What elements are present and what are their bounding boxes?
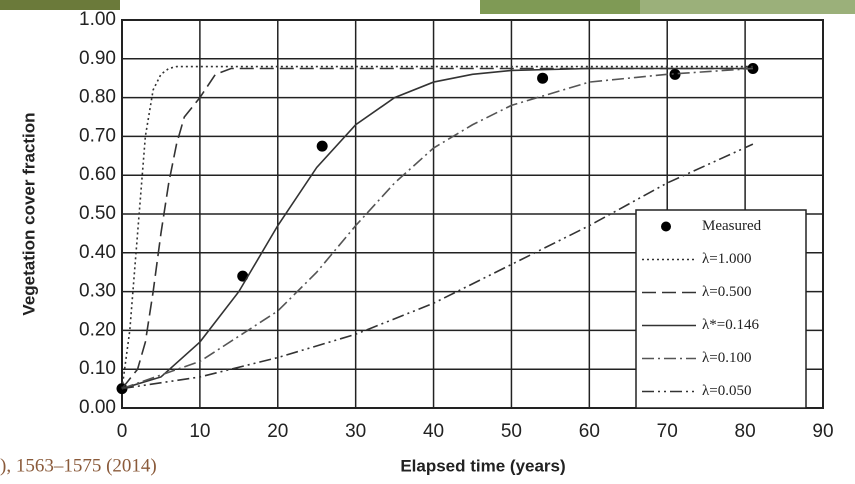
- data-line: [121, 143, 754, 390]
- y-tick-label: 0.30: [79, 281, 116, 302]
- x-tick-label: 10: [189, 421, 210, 442]
- y-tick-label: 0.70: [79, 125, 116, 146]
- y-tick-label: 0.00: [79, 397, 116, 418]
- legend-label: λ=0.500: [702, 284, 751, 300]
- legend-marker: [661, 221, 671, 232]
- y-axis-label: Vegetation cover fraction: [19, 112, 38, 315]
- citation: ), 1563–1575 (2014): [0, 455, 157, 476]
- data-point: [669, 68, 681, 80]
- photo-strip: [640, 0, 855, 14]
- y-tick-label: 0.50: [79, 203, 116, 224]
- data-line: [121, 65, 753, 389]
- data-line: [121, 67, 753, 390]
- x-tick-label: 90: [812, 421, 833, 442]
- y-tick-label: 0.40: [79, 242, 116, 263]
- y-tick-label: 0.80: [79, 87, 116, 108]
- legend-label: λ=0.050: [702, 383, 751, 399]
- data-line: [121, 67, 753, 390]
- x-tick-label: 80: [735, 421, 756, 442]
- x-tick-label: 50: [501, 421, 522, 442]
- legend-label: λ=0.100: [702, 350, 751, 366]
- y-tick-label: 0.90: [79, 48, 116, 69]
- x-tick-label: 20: [267, 421, 288, 442]
- x-tick-label: 40: [423, 421, 444, 442]
- plot-frame: [121, 19, 824, 409]
- y-tick-label: 0.20: [79, 319, 116, 340]
- x-tick-label: 60: [579, 421, 600, 442]
- data-line: [121, 67, 753, 390]
- x-tick-label: 0: [117, 421, 128, 442]
- legend-label: Measured: [702, 218, 762, 234]
- legend-label: λ=1.000: [702, 251, 751, 267]
- legend-box: [635, 209, 807, 409]
- x-tick-label: 30: [345, 421, 366, 442]
- y-tick-label: 0.10: [79, 358, 116, 379]
- legend-label: λ*=0.146: [702, 317, 759, 333]
- x-axis-label: Elapsed time (years): [400, 456, 565, 475]
- y-tick-label: 1.00: [79, 9, 116, 30]
- data-point: [537, 72, 549, 84]
- photo-strip: [0, 0, 120, 10]
- data-point: [316, 140, 328, 152]
- y-tick-label: 0.60: [79, 164, 116, 185]
- x-tick-label: 70: [657, 421, 678, 442]
